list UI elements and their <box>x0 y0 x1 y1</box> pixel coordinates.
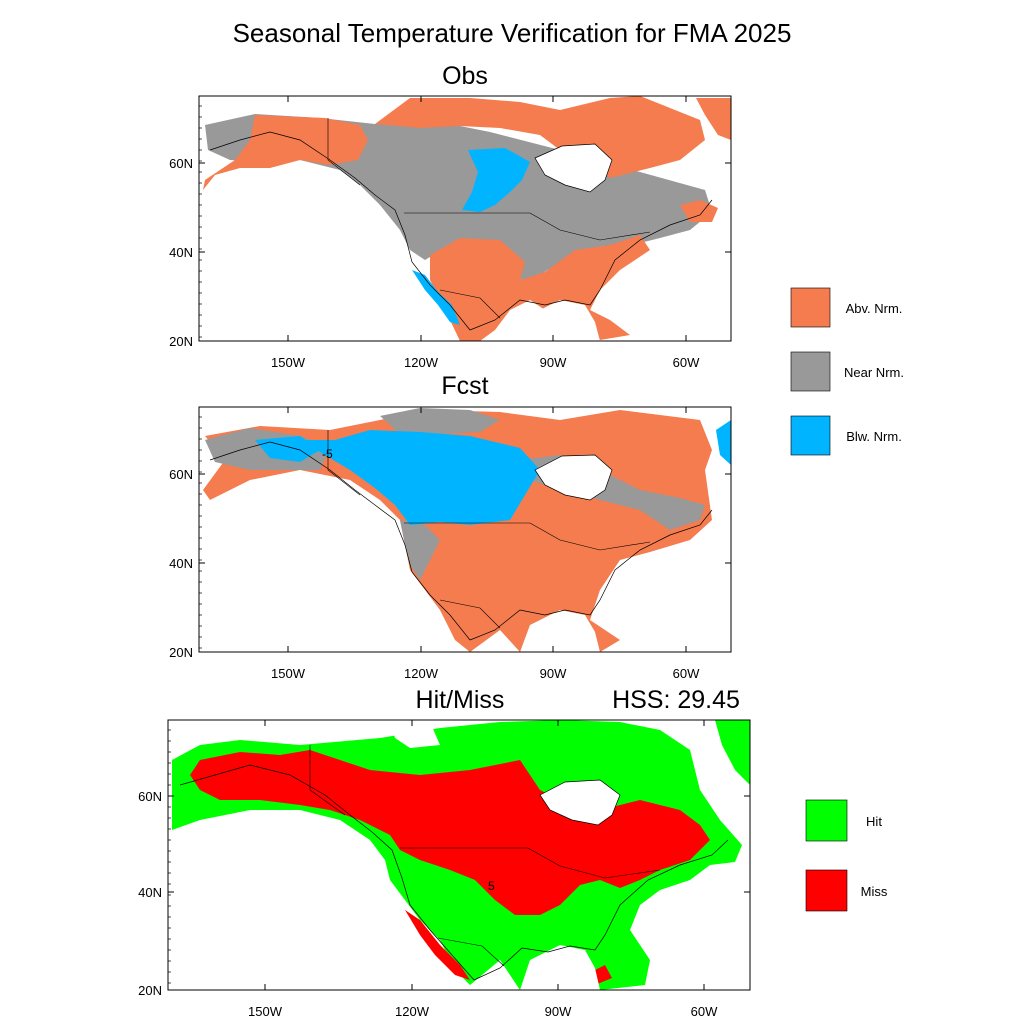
obs-panel-title: Obs <box>442 62 488 90</box>
obs-gulf-of-mexico <box>520 300 600 341</box>
fcst-lat-label: 20N <box>169 645 193 660</box>
hitmiss-panel: Hit/Miss HSS: 29.45 5 60N 40N 20N 150W 120W 9… <box>138 686 751 1019</box>
fcst-frame <box>198 406 732 653</box>
fcst-map: -5 <box>203 408 731 652</box>
hss-score: HSS: 29.45 <box>612 686 740 714</box>
hit-greenland <box>715 720 750 785</box>
hitmiss-map: 5 <box>172 720 750 990</box>
legend-swatch-near-normal <box>790 351 831 392</box>
obs-above-normal-greenland <box>696 98 731 140</box>
obs-hudson-bay <box>535 144 612 192</box>
legend-label-hit: Hit <box>866 814 882 829</box>
hitmiss-contour-label: 5 <box>488 879 495 893</box>
legend-item-near-normal: Near Nrm. <box>790 351 904 392</box>
fcst-gulf-of-mexico <box>520 610 600 652</box>
fcst-lon-label: 90W <box>540 666 567 681</box>
fcst-lat-label: 60N <box>169 467 193 482</box>
hitmiss-lon-label: 120W <box>395 1004 430 1019</box>
fcst-contour-label: -5 <box>322 447 333 461</box>
legend-label-near-normal: Near Nrm. <box>844 365 904 380</box>
fcst-lon-label: 60W <box>673 666 700 681</box>
hitmiss-frame <box>167 719 751 991</box>
hitmiss-lat-label: 20N <box>138 983 162 998</box>
hitmiss-lon-label: 90W <box>545 1004 572 1019</box>
hitmiss-lat-label: 40N <box>138 885 162 900</box>
hitmiss-legend: Hit Miss <box>805 799 888 912</box>
hitmiss-hudson-bay <box>540 780 620 825</box>
hitmiss-gulf-of-mexico <box>520 945 600 990</box>
obs-coastline <box>209 131 713 331</box>
legend-swatch-hit <box>805 799 848 842</box>
obs-above-normal-maritimes <box>680 200 718 222</box>
figure-title: Seasonal Temperature Verification for FM… <box>233 18 792 48</box>
hitmiss-lon-label: 150W <box>248 1004 283 1019</box>
fcst-below-normal-region <box>300 430 540 525</box>
obs-lon-label: 60W <box>673 355 700 370</box>
hitmiss-borders <box>309 745 661 967</box>
legend-item-above-normal: Abv. Nrm. <box>790 287 903 328</box>
obs-panel: Obs 60N 40N 20N 150W 120W 90W 60W <box>169 62 732 370</box>
obs-frame <box>198 95 732 342</box>
obs-axis: 60N 40N 20N 150W 120W 90W 60W <box>169 96 731 370</box>
obs-lon-label: 120W <box>404 355 439 370</box>
fcst-coastline <box>209 441 713 641</box>
fcst-lat-label: 40N <box>169 556 193 571</box>
miss-west <box>190 750 710 915</box>
obs-lat-label: 60N <box>169 156 193 171</box>
fcst-axis: 60N 40N 20N 150W 120W 90W 60W <box>169 407 731 681</box>
fcst-lon-label: 150W <box>271 666 306 681</box>
fcst-below-normal-greenland-edge <box>716 420 731 465</box>
obs-map <box>203 96 731 341</box>
hitmiss-axis: 60N 40N 20N 150W 120W 90W 60W <box>138 720 750 1019</box>
fcst-lon-label: 120W <box>404 666 439 681</box>
fcst-borders <box>327 430 651 629</box>
legend-item-hit: Hit <box>805 799 882 842</box>
legend-label-above-normal: Abv. Nrm. <box>846 301 903 316</box>
obs-borders <box>327 118 651 319</box>
legend-swatch-above-normal <box>790 287 831 328</box>
obs-above-normal-south <box>430 235 650 341</box>
obs-below-normal-canada <box>462 148 530 212</box>
hitmiss-panel-title: Hit/Miss <box>416 686 505 714</box>
hitmiss-coastline <box>179 764 729 981</box>
obs-lon-label: 90W <box>540 355 567 370</box>
obs-above-normal-alaska <box>203 115 368 190</box>
fcst-near-normal-north <box>380 408 500 434</box>
fcst-panel-title: Fcst <box>441 372 488 400</box>
category-legend: Abv. Nrm. Near Nrm. Blw. Nrm. <box>790 287 904 456</box>
hitmiss-lon-label: 60W <box>691 1004 718 1019</box>
legend-item-below-normal: Blw. Nrm. <box>790 415 902 456</box>
legend-label-miss: Miss <box>861 884 888 899</box>
obs-above-normal-arctic <box>375 96 705 178</box>
legend-swatch-miss <box>805 869 848 912</box>
legend-label-below-normal: Blw. Nrm. <box>846 429 902 444</box>
obs-lon-label: 150W <box>271 355 306 370</box>
legend-item-miss: Miss <box>805 869 888 912</box>
obs-below-normal-west-coast <box>412 270 460 325</box>
hitmiss-arctic-gap <box>390 722 440 748</box>
obs-lat-label: 20N <box>169 334 193 349</box>
legend-swatch-below-normal <box>790 415 831 456</box>
obs-lat-label: 40N <box>169 245 193 260</box>
fcst-hudson-bay <box>535 455 612 500</box>
fcst-panel: Fcst -5 60N 40N 20N 150W 120W 90W 60W <box>169 372 732 681</box>
miss-south-coast <box>405 910 470 980</box>
hitmiss-lat-label: 60N <box>138 789 162 804</box>
